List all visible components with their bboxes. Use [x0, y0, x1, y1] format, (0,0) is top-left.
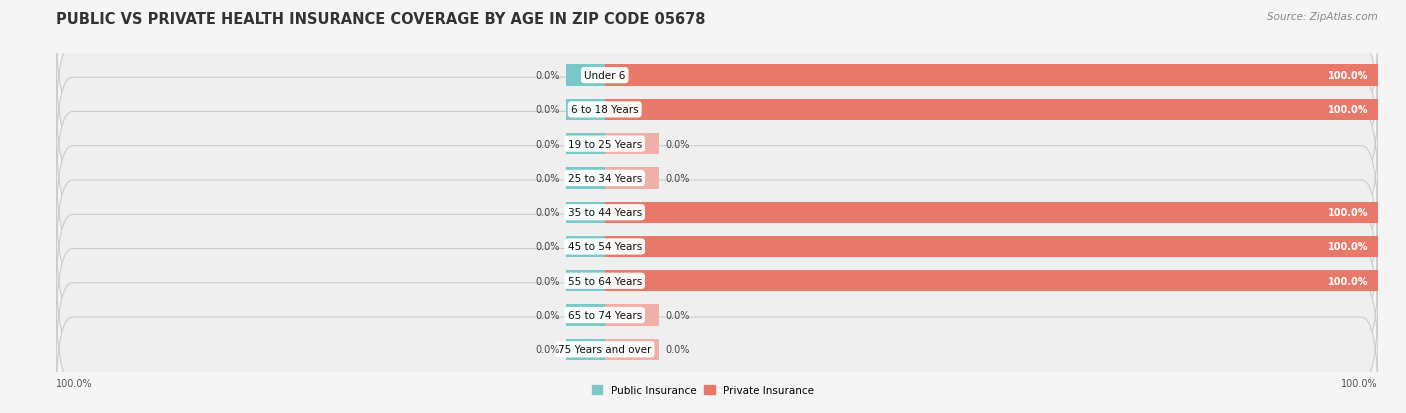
- Text: 0.0%: 0.0%: [536, 139, 560, 149]
- Bar: [567, 339, 605, 360]
- Text: 0.0%: 0.0%: [665, 344, 690, 354]
- Bar: [605, 271, 1378, 292]
- Bar: [605, 100, 1378, 121]
- Text: 0.0%: 0.0%: [536, 310, 560, 320]
- Bar: [605, 202, 1378, 223]
- Bar: [567, 100, 605, 121]
- FancyBboxPatch shape: [56, 125, 1378, 232]
- Text: 100.0%: 100.0%: [1341, 378, 1378, 388]
- Text: 0.0%: 0.0%: [536, 105, 560, 115]
- FancyBboxPatch shape: [56, 57, 1378, 164]
- Bar: [567, 271, 605, 292]
- Text: 0.0%: 0.0%: [536, 344, 560, 354]
- FancyBboxPatch shape: [56, 159, 1378, 266]
- Text: 45 to 54 Years: 45 to 54 Years: [568, 242, 643, 252]
- Text: 55 to 64 Years: 55 to 64 Years: [568, 276, 643, 286]
- FancyBboxPatch shape: [56, 194, 1378, 300]
- Text: 6 to 18 Years: 6 to 18 Years: [571, 105, 638, 115]
- FancyBboxPatch shape: [56, 23, 1378, 129]
- Bar: [605, 305, 659, 326]
- Bar: [567, 168, 605, 189]
- Text: 100.0%: 100.0%: [1327, 208, 1368, 218]
- Text: 0.0%: 0.0%: [665, 139, 690, 149]
- Text: 100.0%: 100.0%: [1327, 242, 1368, 252]
- Text: 35 to 44 Years: 35 to 44 Years: [568, 208, 643, 218]
- Bar: [605, 65, 1378, 86]
- Text: 0.0%: 0.0%: [536, 208, 560, 218]
- Bar: [567, 236, 605, 257]
- Text: 100.0%: 100.0%: [1327, 276, 1368, 286]
- Bar: [567, 65, 605, 86]
- Bar: [605, 134, 659, 155]
- Text: 0.0%: 0.0%: [665, 310, 690, 320]
- Text: Source: ZipAtlas.com: Source: ZipAtlas.com: [1267, 12, 1378, 22]
- Text: 100.0%: 100.0%: [1327, 71, 1368, 81]
- Bar: [567, 305, 605, 326]
- FancyBboxPatch shape: [56, 296, 1378, 403]
- Text: 65 to 74 Years: 65 to 74 Years: [568, 310, 643, 320]
- FancyBboxPatch shape: [56, 91, 1378, 198]
- Bar: [567, 202, 605, 223]
- Text: 25 to 34 Years: 25 to 34 Years: [568, 173, 643, 183]
- Text: 0.0%: 0.0%: [665, 173, 690, 183]
- Bar: [567, 134, 605, 155]
- Text: 75 Years and over: 75 Years and over: [558, 344, 651, 354]
- Text: 0.0%: 0.0%: [536, 276, 560, 286]
- Legend: Public Insurance, Private Insurance: Public Insurance, Private Insurance: [588, 381, 818, 399]
- Bar: [605, 168, 659, 189]
- Text: 19 to 25 Years: 19 to 25 Years: [568, 139, 643, 149]
- Bar: [605, 339, 659, 360]
- FancyBboxPatch shape: [56, 262, 1378, 369]
- Text: PUBLIC VS PRIVATE HEALTH INSURANCE COVERAGE BY AGE IN ZIP CODE 05678: PUBLIC VS PRIVATE HEALTH INSURANCE COVER…: [56, 12, 706, 27]
- FancyBboxPatch shape: [56, 228, 1378, 335]
- Text: 100.0%: 100.0%: [56, 378, 93, 388]
- Text: 0.0%: 0.0%: [536, 173, 560, 183]
- Bar: [605, 236, 1378, 257]
- Text: 100.0%: 100.0%: [1327, 105, 1368, 115]
- Text: 0.0%: 0.0%: [536, 242, 560, 252]
- Text: Under 6: Under 6: [583, 71, 626, 81]
- Text: 0.0%: 0.0%: [536, 71, 560, 81]
